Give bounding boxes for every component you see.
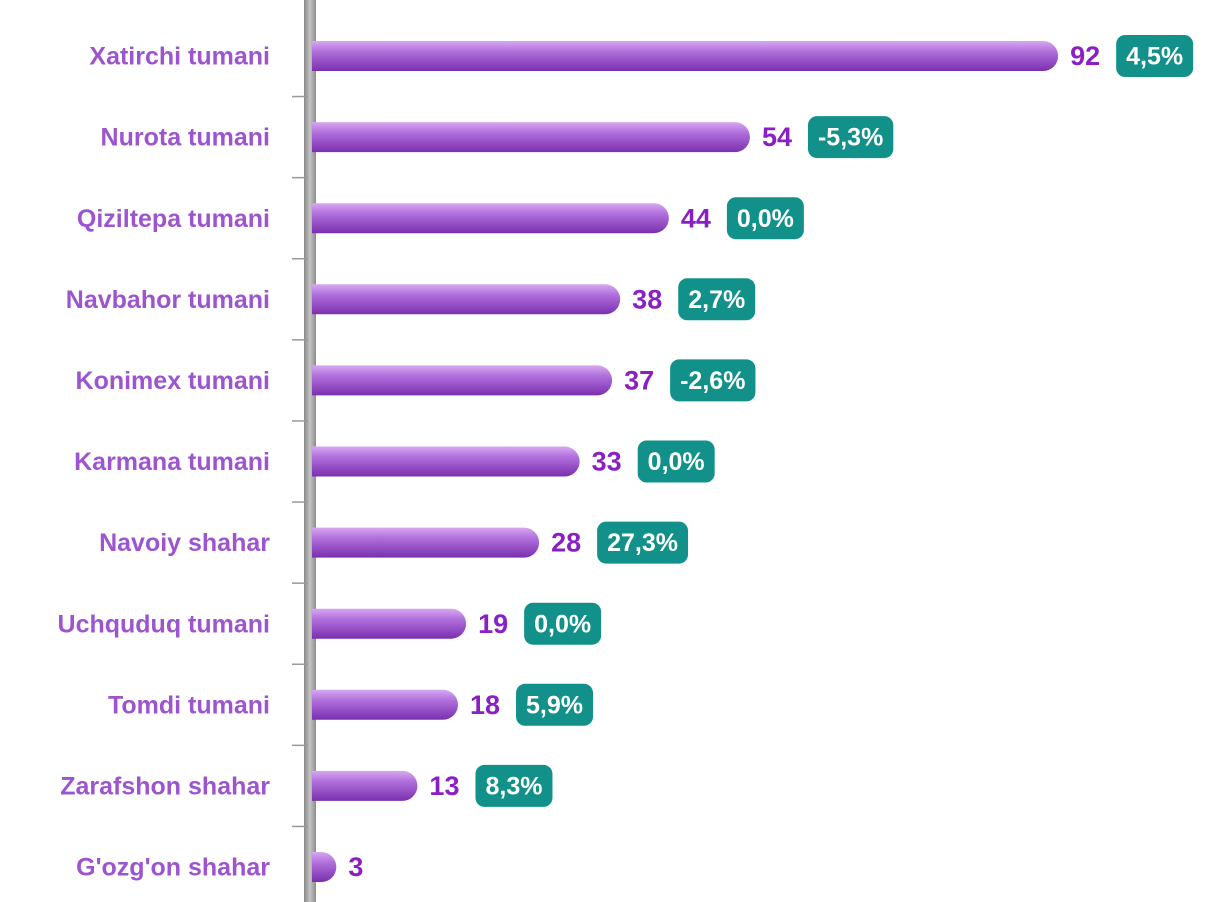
value-label: 37: [624, 366, 654, 396]
bar: [312, 41, 1059, 71]
change-badge: [726, 197, 804, 240]
y-tick-label: G'ozg'on shahar: [76, 854, 270, 882]
change-badge: [807, 116, 894, 159]
change-label: 5,9%: [526, 691, 583, 719]
bar: [312, 689, 458, 720]
bar: [312, 527, 540, 558]
y-tick-label: Qiziltepa tumani: [77, 205, 270, 233]
change-label: 2,7%: [688, 286, 745, 314]
bar: [312, 365, 613, 396]
y-tick-label: Zarafshon shahar: [60, 773, 270, 801]
value-label: 54: [762, 122, 792, 152]
bar: [312, 770, 418, 801]
change-badge: [1116, 35, 1194, 77]
change-label: 8,3%: [485, 773, 542, 801]
y-tick-label: Konimex tumani: [76, 367, 270, 395]
change-label: 0,0%: [737, 205, 794, 233]
bar: [312, 203, 669, 234]
change-badge: [678, 278, 756, 321]
y-tick-label: Navbahor tumani: [66, 286, 270, 314]
value-label: 38: [632, 284, 662, 314]
bar: [312, 446, 580, 477]
y-tick-label: Karmana tumani: [74, 448, 270, 476]
value-label: 13: [429, 771, 459, 801]
value-label: 18: [470, 690, 500, 720]
change-label: -2,6%: [680, 367, 745, 395]
change-badge: [475, 764, 553, 807]
change-badge: [597, 521, 689, 564]
change-label: 27,3%: [607, 529, 678, 557]
change-badge: [637, 440, 715, 483]
change-label: -5,3%: [818, 124, 883, 152]
value-label: 33: [592, 447, 622, 477]
change-label: 0,0%: [648, 448, 705, 476]
value-label: 3: [348, 852, 363, 882]
y-tick-label: Nurota tumani: [101, 124, 270, 152]
y-tick-label: Tomdi tumani: [108, 691, 270, 719]
value-label: 19: [478, 609, 508, 639]
value-label: 44: [681, 203, 711, 233]
change-badge: [516, 683, 594, 726]
y-tick-label: Xatirchi tumani: [89, 43, 270, 71]
change-label: 4,5%: [1126, 43, 1183, 71]
bar: [312, 608, 467, 639]
y-tick-label: Uchquduq tumani: [58, 610, 270, 638]
change-badge: [670, 359, 756, 402]
change-label: 0,0%: [534, 610, 591, 638]
bar: [312, 122, 750, 153]
bar: [312, 852, 337, 882]
y-tick-label: Navoiy shahar: [99, 529, 270, 557]
value-label: 28: [551, 528, 581, 558]
change-badge: [524, 602, 602, 645]
bar: [312, 284, 621, 315]
value-label: 92: [1070, 41, 1100, 71]
